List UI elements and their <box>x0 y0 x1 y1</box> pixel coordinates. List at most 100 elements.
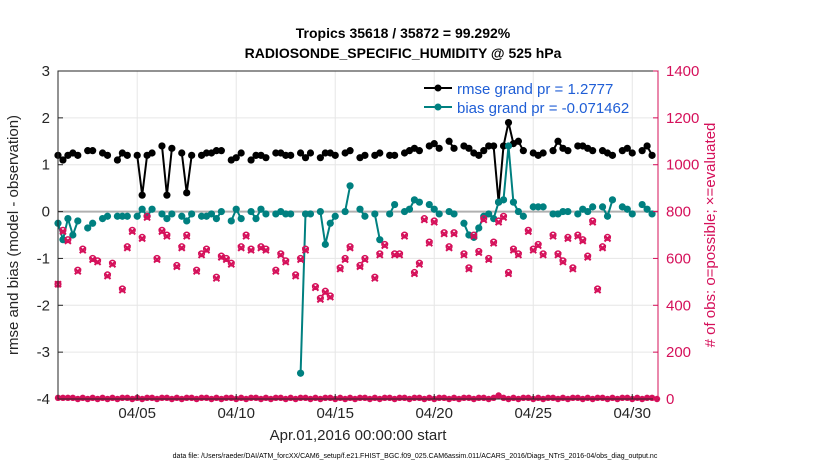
bias-point <box>361 212 369 220</box>
obs_evaluated-point <box>554 251 562 259</box>
obs_possible-point <box>272 266 280 274</box>
bias-point <box>301 210 310 218</box>
obs_possible-point <box>183 231 191 239</box>
bias-point <box>430 205 438 213</box>
rmse-point <box>445 137 453 145</box>
obs_possible-point <box>603 233 612 241</box>
rmse-point <box>287 151 295 159</box>
obs_evaluated-point <box>579 237 587 245</box>
bias-point <box>371 210 379 218</box>
obs_possible-point <box>569 264 577 272</box>
obs_possible-point <box>79 245 87 253</box>
data-file-footnote: data file: /Users/raeder/DAI/ATM_forcXX/… <box>173 453 658 460</box>
obs_evaluated-point <box>440 230 448 238</box>
obs_evaluated-point <box>504 269 513 278</box>
bias-point <box>64 215 72 223</box>
bias-point <box>257 205 265 213</box>
rmse-point <box>89 147 97 155</box>
obs_possible-point <box>311 282 319 291</box>
rmse-point <box>59 156 67 164</box>
obs_evaluated-point <box>569 265 577 273</box>
bias-point <box>183 217 191 225</box>
obs_evaluated-point <box>296 255 305 264</box>
rmse-point <box>84 147 92 155</box>
obs_evaluated-point <box>475 248 483 257</box>
rmse-point <box>435 144 443 152</box>
rmse-point <box>475 151 483 159</box>
bias-point <box>589 203 597 211</box>
series-rmse <box>54 118 656 206</box>
bias-point <box>376 236 384 244</box>
obs_possible-point <box>123 243 131 251</box>
obs_evaluated-point <box>480 216 488 224</box>
rmse-point <box>554 137 562 145</box>
rmse-point <box>430 140 438 148</box>
obs_possible-point <box>361 254 369 262</box>
rmse-point <box>133 151 141 159</box>
rmse-point <box>539 149 547 157</box>
obs_evaluated-point <box>277 251 285 259</box>
obs_possible-point <box>599 243 607 251</box>
right-tick-label: 0 <box>666 391 674 408</box>
bias-line <box>319 211 337 245</box>
obs_possible-point <box>400 231 409 239</box>
obs_evaluated-point <box>376 251 384 259</box>
obs_evaluated-point <box>346 244 354 252</box>
rmse-point <box>519 147 527 155</box>
obs_possible-point <box>301 245 310 253</box>
obs_evaluated-point <box>247 246 255 254</box>
rmse-point <box>589 147 597 155</box>
rmse-point <box>296 149 305 157</box>
chart-subtitle: RADIOSONDE_SPECIFIC_HUMIDITY @ 525 hPa <box>245 45 562 61</box>
bias-point <box>103 212 112 220</box>
obs_evaluated-point <box>415 260 424 268</box>
obs_possible-point <box>485 254 493 262</box>
obs_possible-point <box>470 231 478 239</box>
bias-point <box>584 207 592 216</box>
obs_evaluated-point <box>291 272 300 280</box>
obs_possible-point <box>292 271 300 279</box>
x-tick-label: 04/10 <box>217 405 255 422</box>
obs_possible-point <box>346 243 354 251</box>
chart-title: Tropics 35618 / 35872 = 99.292% <box>296 25 511 41</box>
obs_evaluated-point <box>202 246 211 254</box>
obs_evaluated-point <box>395 251 404 259</box>
bias-point <box>217 207 225 216</box>
rmse-point <box>306 149 315 157</box>
bias-line <box>344 185 352 212</box>
obs_evaluated-point <box>227 260 235 268</box>
obs_evaluated-point <box>192 267 201 276</box>
right-tick-label: 1200 <box>666 110 699 127</box>
obs_possible-point <box>103 271 112 279</box>
obs_possible-point <box>277 250 285 258</box>
rmse-point <box>237 149 245 157</box>
x-axis-ticks: 04/05 04/10 04/15 04/20 04/25 04/30 <box>118 394 651 422</box>
bias-point <box>118 212 126 220</box>
obs_evaluated-point <box>564 234 572 243</box>
rmse-point <box>301 154 310 162</box>
right-axis-label: # of obs: o=possible; ×=evaluated <box>702 123 719 348</box>
obs_evaluated-point <box>588 218 597 226</box>
obs_evaluated-point <box>153 255 161 264</box>
rmse-point <box>504 118 513 127</box>
bias-point <box>356 205 364 213</box>
obs_possible-point <box>237 243 245 251</box>
rmse-point <box>391 151 399 159</box>
bias-point <box>163 215 171 223</box>
bias-point <box>341 207 349 216</box>
obs_possible-point <box>158 226 166 234</box>
bias-point <box>519 212 527 220</box>
rmse-point <box>74 151 82 159</box>
obs_evaluated-point <box>212 274 221 283</box>
obs_possible-point <box>445 243 453 251</box>
obs_possible-point <box>356 261 364 270</box>
bias-point <box>539 203 547 211</box>
obs_evaluated-point <box>237 244 245 252</box>
obs_possible-point <box>316 294 324 302</box>
obs_possible-point <box>415 259 423 267</box>
bias-point <box>598 203 607 211</box>
bias-point <box>212 215 221 223</box>
obs_evaluated-point <box>514 251 523 259</box>
bias-point <box>529 203 537 211</box>
rmse-point <box>450 144 458 152</box>
